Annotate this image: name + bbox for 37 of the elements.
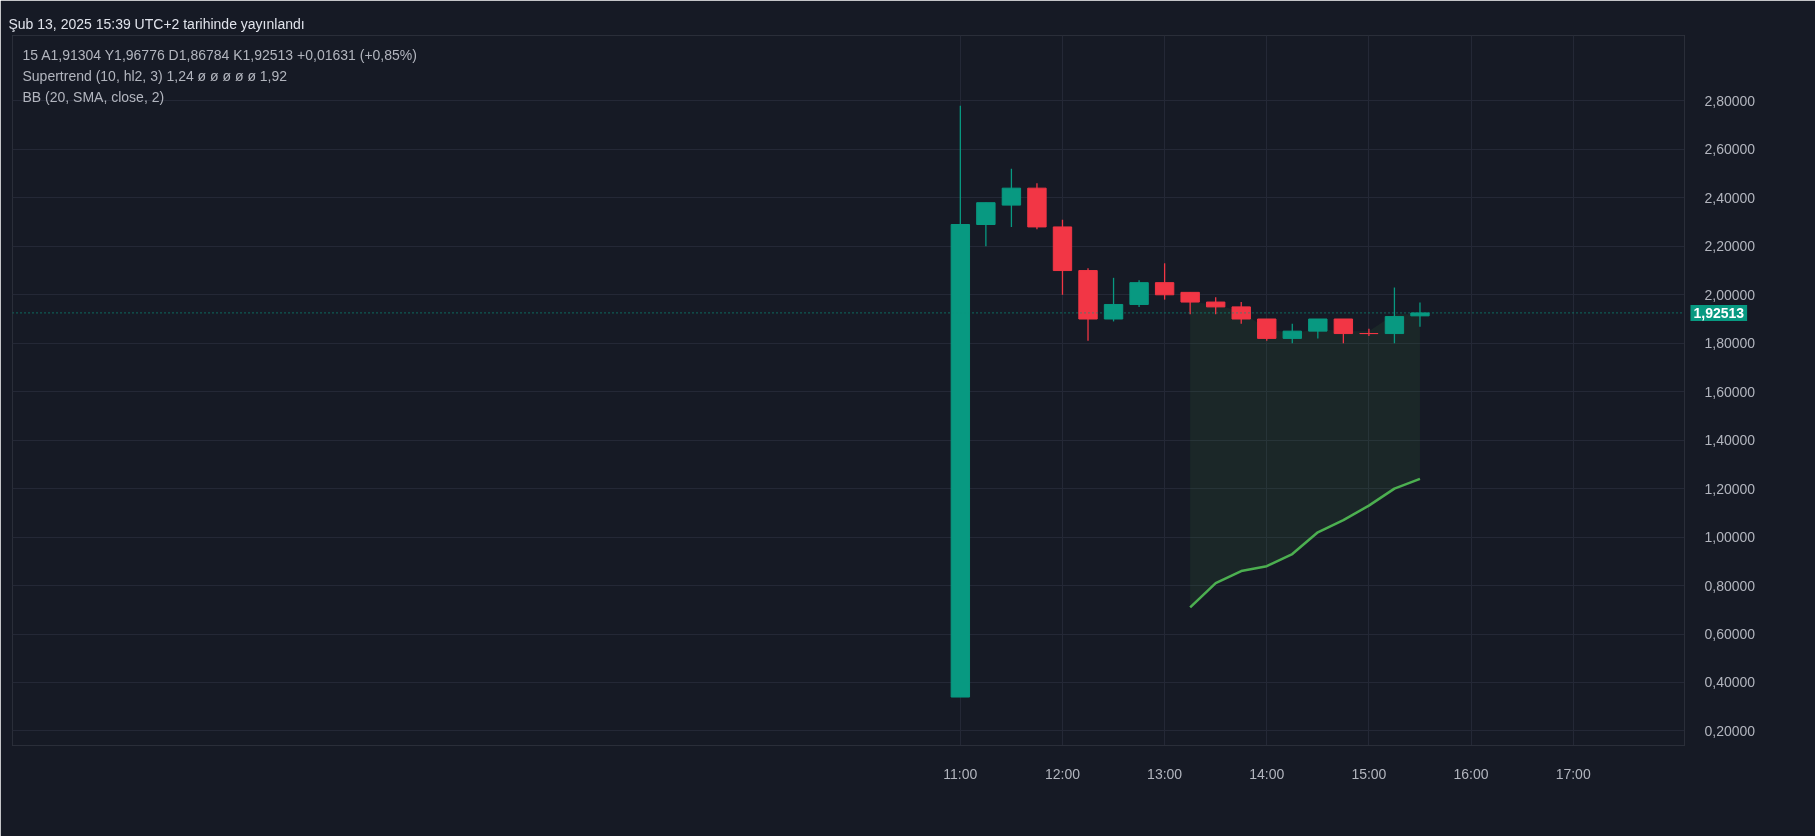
text: Supertrend (10, hl2, 3) 1,24 ø ø ø ø ø 1,92: [22, 67, 288, 84]
y-tick-label: 2,00000: [1704, 286, 1756, 303]
y-tick-label: 0,40000: [1704, 674, 1756, 691]
y-tick-label: 1,40000: [1704, 432, 1756, 449]
candlestick: [1129, 279, 1149, 308]
candlestick: [976, 202, 996, 247]
candlestick: [1180, 291, 1200, 315]
line-series: [1188, 477, 1422, 609]
ref-line-label: 1,92513: [1693, 304, 1745, 321]
candlestick: [1333, 318, 1354, 344]
x-tick-label: 15:00: [1351, 765, 1387, 782]
x-tick-label: 16:00: [1453, 765, 1489, 782]
x-tick-label: 11:00: [943, 765, 978, 782]
x-tick-label: 17:00: [1555, 765, 1591, 782]
x-tick-label: 13:00: [1147, 765, 1183, 782]
candlestick: [1154, 262, 1175, 301]
text: 15 A1,91304 Y1,96776 D1,86784 K1,92513 +0,01631 (+0,85%): [22, 46, 417, 63]
x-tick-label: 14:00: [1249, 765, 1285, 782]
y-tick-label: 2,80000: [1704, 92, 1756, 109]
y-tick-label: 2,60000: [1704, 141, 1756, 158]
y-tick-label: 2,20000: [1704, 238, 1756, 255]
candlestick: [1308, 318, 1328, 340]
y-tick-label: 1,60000: [1704, 383, 1756, 400]
y-tick-label: 1,80000: [1704, 335, 1756, 352]
y-tick-label: 2,40000: [1704, 189, 1756, 206]
x-tick-label: 12:00: [1044, 765, 1081, 782]
y-tick-label: 0,80000: [1704, 577, 1756, 594]
y-tick-label: 1,00000: [1704, 529, 1756, 546]
candlestick: [1359, 328, 1379, 337]
candlestick: [1001, 168, 1022, 228]
y-tick-label: 1,20000: [1704, 480, 1756, 497]
candlestick: [1282, 323, 1302, 344]
candlestick: [1257, 318, 1277, 342]
text: Şub 13, 2025 15:39 UTC+2 tarihinde yayınlandı: [8, 15, 305, 32]
annotation: BB (20, SMA, close, 2): [22, 88, 165, 105]
y-tick-label: 0,60000: [1704, 626, 1756, 643]
y-tick-label: 0,20000: [1704, 722, 1756, 739]
